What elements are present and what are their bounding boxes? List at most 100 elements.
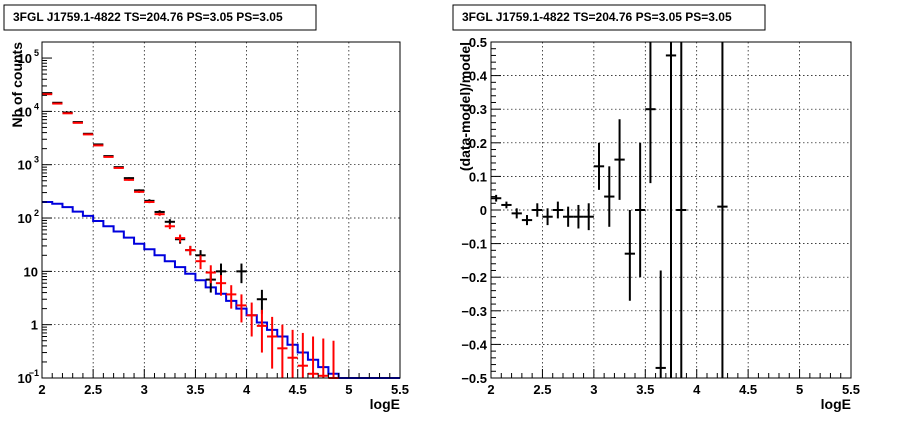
counts-x-tick-label: 5 (345, 382, 352, 397)
counts-model-point (256, 309, 268, 353)
counts-title-box (3, 4, 317, 31)
residual-point (583, 203, 594, 231)
counts-x-tick-label: 4.5 (289, 382, 307, 397)
counts-y-tick-label: 10 (18, 51, 32, 66)
residuals-data-points (491, 42, 728, 378)
residuals-y-tick-label: 0 (480, 203, 487, 218)
counts-x-tick-label: 3.5 (186, 382, 204, 397)
residuals-chart-panel: 2 2.5 3 3.5 4 4.5 5 5.5 −0.5 −0.4 −0.3 −0.2 −0.1 0 0.… (452, 4, 860, 412)
residuals-y-tick-label: 0.2 (469, 136, 487, 151)
counts-plot-frame (41, 41, 401, 379)
counts-data-point (236, 263, 247, 284)
residuals-y-tick-label: −0.5 (461, 371, 487, 386)
counts-x-ticks: 2 2.5 3 3.5 4 4.5 5 5.5 (38, 369, 409, 397)
counts-model-point (93, 144, 104, 147)
residuals-x-axis-label: logE (821, 396, 851, 412)
counts-model-point (113, 166, 124, 169)
counts-model-point (134, 190, 145, 193)
residuals-x-tick-label: 4.5 (739, 382, 757, 397)
residual-point (532, 203, 543, 217)
residuals-y-tick-label: −0.2 (461, 270, 487, 285)
counts-model-point (318, 338, 329, 378)
counts-model-point (72, 121, 83, 124)
residuals-y-axis-label: (data-model)/model (457, 42, 473, 171)
counts-data-point (164, 219, 175, 225)
counts-data-point (123, 177, 135, 180)
counts-y-tick-label: 10 (18, 211, 32, 226)
residual-point (563, 206, 574, 227)
residuals-y-tick-label: −0.3 (461, 304, 487, 319)
residual-point (501, 201, 512, 209)
residual-point (655, 270, 666, 378)
residuals-y-tick-label: 0.5 (469, 35, 487, 50)
residual-point (552, 201, 563, 219)
counts-y-axis-label: Nb of counts (9, 42, 25, 128)
counts-x-tick-label: 5.5 (391, 382, 409, 397)
counts-model-point (307, 336, 319, 378)
counts-x-tick-label: 2.5 (84, 382, 102, 397)
counts-model-point (328, 340, 339, 379)
counts-model-point (62, 112, 73, 115)
counts-y-tick-exponent: 4 (34, 101, 39, 111)
counts-model-point (174, 234, 186, 243)
counts-data-points (42, 92, 339, 379)
residual-point (717, 42, 728, 378)
counts-y-tick-label: 1 (31, 318, 38, 333)
counts-y-tick-exponent: 2 (34, 208, 39, 218)
residuals-x-tick-label: 4 (693, 382, 701, 397)
residual-point (573, 204, 584, 229)
counts-y-tick-label: 10 (18, 371, 32, 386)
counts-model-point (123, 178, 135, 181)
counts-x-tick-label: 2 (38, 382, 45, 397)
counts-model-point (195, 255, 206, 270)
residuals-x-tick-label: 5.5 (842, 382, 860, 397)
residuals-y-tick-label: −0.4 (461, 337, 487, 352)
residual-point (624, 210, 635, 301)
residuals-x-tick-label: 3.5 (636, 382, 654, 397)
residuals-y-ticks: −0.5 −0.4 −0.3 −0.2 −0.1 0 0.1 0.2 0.3 0.4 0.5 (461, 35, 501, 386)
residual-point (635, 142, 646, 278)
residual-point (604, 166, 615, 227)
model-histogram (42, 200, 400, 379)
counts-model-point (164, 223, 175, 230)
residual-point (676, 42, 687, 378)
counts-model-point (154, 212, 165, 216)
counts-y-tick-exponent: −1 (29, 368, 39, 378)
counts-model-point (52, 102, 63, 105)
counts-model-point (277, 324, 288, 378)
counts-model-point (236, 294, 247, 323)
counts-model-point (185, 245, 196, 256)
counts-y-tick-exponent: 5 (34, 48, 39, 58)
counts-model-point (82, 133, 94, 136)
counts-grid (42, 42, 400, 378)
counts-x-axis-label: logE (370, 396, 400, 412)
residuals-y-tick-label: 0.1 (469, 169, 487, 184)
counts-y-tick-label: 10 (18, 104, 32, 119)
counts-model-point (287, 329, 298, 378)
residuals-x-tick-label: 5 (796, 382, 803, 397)
residuals-title-box (452, 4, 766, 31)
residual-point (614, 119, 625, 200)
residual-point (593, 142, 605, 190)
counts-model-point (103, 155, 114, 158)
model-histogram-line (42, 200, 400, 379)
residual-point (521, 215, 533, 226)
residual-point (511, 208, 522, 219)
counts-y-tick-exponent: 3 (34, 155, 39, 165)
residuals-chart-title: 3FGL J1759.1-4822 TS=204.76 PS=3.05 PS=3… (462, 10, 732, 24)
counts-model-point (297, 332, 308, 378)
counts-model-point (246, 302, 257, 337)
residuals-y-tick-label: 0.4 (469, 69, 488, 84)
counts-x-tick-label: 3 (141, 382, 148, 397)
residual-point (645, 42, 656, 184)
counts-chart-title: 3FGL J1759.1-4822 TS=204.76 PS=3.05 PS=3… (13, 10, 283, 24)
counts-model-point (226, 285, 237, 309)
counts-model-point (215, 275, 227, 296)
counts-y-tick-label: 10 (24, 264, 38, 279)
counts-model-point (144, 200, 155, 204)
counts-y-tick-label: 10 (18, 158, 32, 173)
residuals-x-tick-label: 2.5 (533, 382, 551, 397)
